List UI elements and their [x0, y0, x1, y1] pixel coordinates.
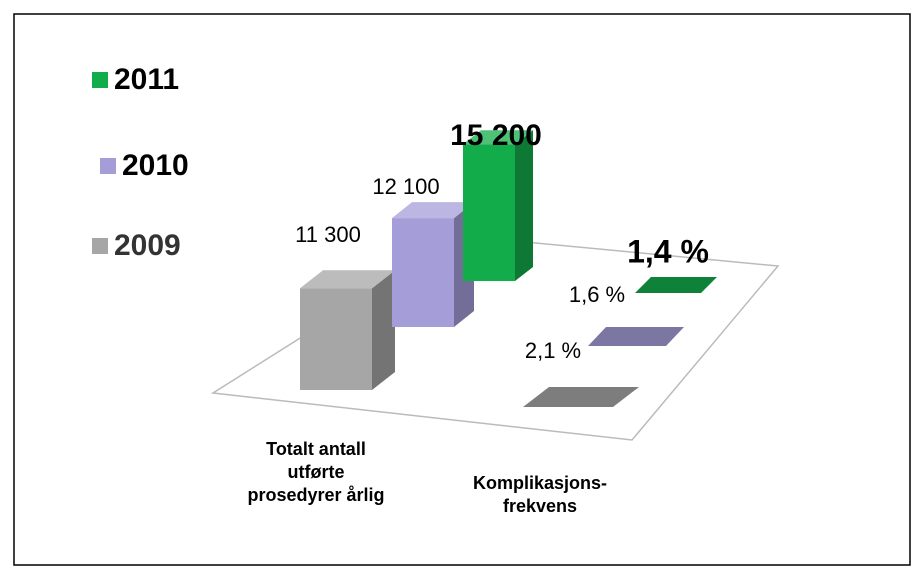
- bar-top: [588, 326, 684, 346]
- value-label: 12 100: [372, 174, 439, 199]
- bar-top: [392, 202, 474, 219]
- bar-side: [372, 270, 395, 390]
- value-label: 2,1 %: [525, 338, 581, 363]
- bar-side: [701, 276, 717, 293]
- value-label: 15 200: [450, 119, 542, 152]
- legend-label: 2011: [114, 63, 179, 96]
- bar-top: [300, 270, 395, 289]
- legend-swatch: [92, 72, 108, 88]
- value-label: 11 300: [295, 222, 361, 247]
- bar: [300, 288, 372, 390]
- value-label: 1,6 %: [569, 282, 625, 307]
- legend-label: 2009: [114, 229, 181, 262]
- category-label: Totalt antall utførte prosedyrer årlig: [247, 439, 384, 505]
- bar-side: [515, 130, 533, 281]
- bar-side: [613, 386, 639, 407]
- legend-label: 2010: [122, 149, 189, 182]
- bar-top: [523, 386, 639, 407]
- bar: [392, 218, 454, 327]
- bar-side: [666, 326, 684, 346]
- legend-swatch: [100, 158, 116, 174]
- legend-swatch: [92, 238, 108, 254]
- value-label: 1,4 %: [627, 233, 709, 269]
- bar: [463, 144, 515, 281]
- bar-top: [635, 276, 717, 293]
- category-label: Komplikasjons-frekvens: [473, 473, 607, 516]
- bar-top: [463, 130, 533, 145]
